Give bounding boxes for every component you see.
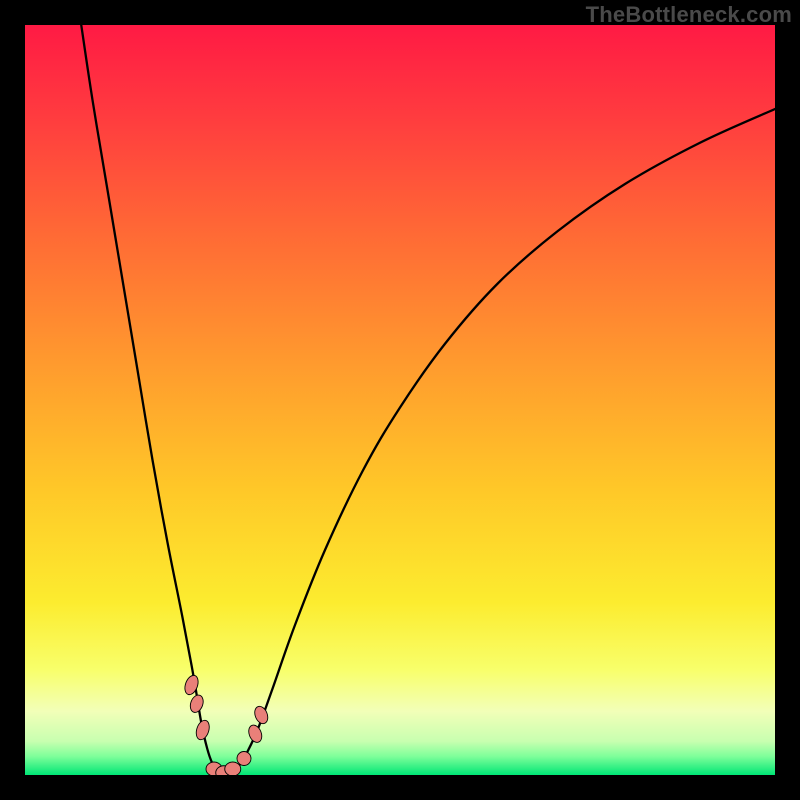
plot-background bbox=[25, 25, 775, 775]
chart-svg bbox=[0, 0, 800, 800]
watermark-text: TheBottleneck.com bbox=[586, 2, 792, 28]
marker-5 bbox=[225, 762, 241, 776]
chart-container: TheBottleneck.com bbox=[0, 0, 800, 800]
marker-6 bbox=[237, 752, 251, 766]
